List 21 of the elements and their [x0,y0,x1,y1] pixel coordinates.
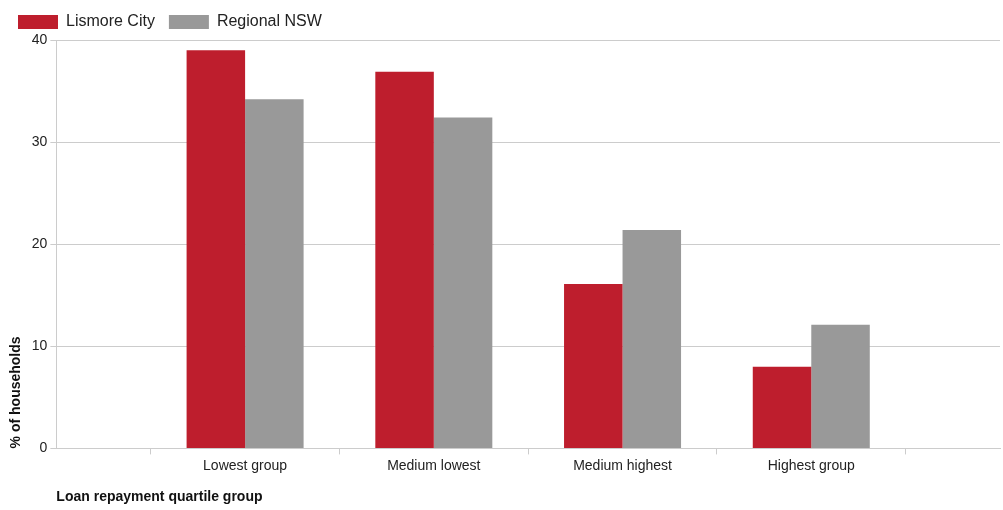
x-tick-label: Highest group [767,456,856,473]
y-tick-label: 0 [39,439,48,456]
x-tick-label: Lowest group [203,456,288,473]
y-tick-label: 30 [31,132,48,149]
y-axis-title: % of households [7,336,24,449]
x-tick-label: Medium highest [573,456,673,473]
bar [811,324,870,448]
bar [752,366,812,448]
y-tick-label: 40 [31,30,48,47]
y-tick-label: 10 [31,337,48,354]
bar [433,117,493,448]
bar [186,50,246,448]
bar [564,284,623,448]
y-tick-label: 20 [31,235,48,252]
bar [245,99,304,448]
legend-label: Regional NSW [216,12,323,30]
x-axis-title: Loan repayment quartile group [56,488,263,505]
bar [375,71,434,448]
x-tick-label: Medium lowest [387,456,481,473]
legend-label: Lismore City [66,12,155,30]
bar [622,229,682,448]
